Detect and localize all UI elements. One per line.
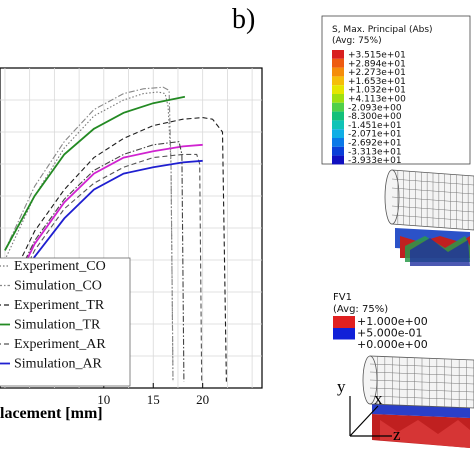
triad-z-label: z bbox=[393, 425, 401, 444]
contour-color-band bbox=[332, 85, 344, 94]
contour-band-label: +0.000e+00 bbox=[357, 338, 428, 351]
contour-color-band bbox=[332, 146, 344, 156]
contour-band-label: +1.653e+01 bbox=[348, 77, 406, 87]
chart-panel: 10 15 20 lacement [mm] Experiment_CO Simula… bbox=[0, 67, 263, 422]
series-line-simulation-co bbox=[4, 86, 174, 382]
contour-color-band bbox=[333, 316, 355, 328]
mesh-line bbox=[369, 395, 474, 401]
contour-band-label: +1.000e+00 bbox=[357, 315, 428, 328]
legend: Experiment_CO Simulation_CO Experiment_TR S… bbox=[0, 257, 131, 387]
contour-color-band bbox=[332, 129, 344, 138]
contour-band-label: +3.515e+01 bbox=[348, 51, 406, 61]
x-tick-labels: 10 15 20 bbox=[97, 383, 209, 407]
series-line-unlabeled-7 bbox=[4, 140, 185, 382]
legend-frame bbox=[0, 257, 131, 387]
x-axis-label: lacement [mm] bbox=[0, 405, 103, 422]
contour-color-band bbox=[332, 111, 344, 121]
contour-band-label: -3.313e+01 bbox=[348, 147, 402, 157]
fe-tube-lower bbox=[362, 355, 474, 409]
contour-color-band bbox=[332, 138, 344, 147]
contour-band-label: +5.000e-01 bbox=[357, 327, 422, 340]
mesh-line bbox=[369, 371, 474, 377]
fe-bracket-upper bbox=[395, 228, 470, 266]
legend-label: Simulation_AR bbox=[14, 357, 103, 372]
triad-y-label: y bbox=[337, 377, 346, 396]
mesh-line bbox=[391, 214, 474, 222]
contour-color-band bbox=[333, 328, 355, 340]
fe-model-lower: y x z bbox=[337, 355, 474, 448]
series-line-unlabeled-6 bbox=[4, 143, 203, 306]
contour-band-label: -8.300e+00 bbox=[348, 112, 402, 122]
contour-band-label: -2.093e+00 bbox=[348, 103, 402, 113]
legend-label: Simulation_CO bbox=[14, 279, 102, 294]
contour-band-label: -1.451e+01 bbox=[348, 121, 402, 131]
contour-band-label: -3.933e+01 bbox=[348, 156, 402, 166]
contour-legend-stress-title: S, Max. Principal (Abs) bbox=[332, 25, 433, 35]
contour-legend-stress-avg: (Avg: 75%) bbox=[332, 36, 382, 46]
contour-band-label: +2.273e+01 bbox=[348, 68, 406, 78]
series-layer bbox=[4, 86, 227, 382]
legend-label: Simulation_TR bbox=[14, 318, 101, 333]
contour-color-band bbox=[332, 94, 344, 103]
x-tick-label: 20 bbox=[196, 392, 209, 407]
contour-color-band bbox=[332, 67, 344, 77]
contour-band-label: +4.113e+00 bbox=[348, 95, 406, 105]
contour-color-band bbox=[332, 76, 344, 86]
legend-label: Experiment_TR bbox=[14, 298, 105, 313]
triad-x-label: x bbox=[374, 389, 383, 408]
contour-legend-stress: S, Max. Principal (Abs) (Avg: 75%) +3.51… bbox=[321, 15, 471, 166]
contour-band-label: +1.032e+01 bbox=[348, 86, 406, 96]
contour-legend-fv1-avg: (Avg: 75%) bbox=[333, 304, 388, 315]
mesh-line bbox=[391, 178, 474, 186]
panel-label: b) bbox=[232, 4, 255, 35]
legend-label: Experiment_CO bbox=[14, 259, 106, 274]
contour-color-band bbox=[332, 155, 344, 165]
contour-legend-stress-scale: +3.515e+01+2.894e+01+2.273e+01+1.653e+01… bbox=[332, 50, 406, 166]
contour-color-band bbox=[332, 58, 344, 68]
x-tick-label: 10 bbox=[97, 392, 110, 407]
contour-legend-stress-frame bbox=[321, 15, 471, 165]
contour-band-label: +2.894e+01 bbox=[348, 59, 406, 69]
contour-legend-fv1-title: FV1 bbox=[333, 292, 352, 303]
fe-tube-upper bbox=[384, 169, 474, 231]
legend-label: Experiment_AR bbox=[14, 337, 106, 352]
x-tick-label: 15 bbox=[147, 392, 160, 407]
coordinate-triad bbox=[349, 396, 392, 437]
series-line-experiment-co bbox=[4, 91, 174, 382]
contour-color-band bbox=[332, 50, 344, 59]
fe-bracket-lower bbox=[372, 404, 470, 448]
grid bbox=[0, 68, 262, 388]
mesh-line bbox=[369, 363, 474, 369]
series-line-simulation-tr bbox=[4, 95, 186, 251]
mesh-line bbox=[391, 205, 474, 213]
contour-legend-fv1-scale: +1.000e+00+5.000e-01+0.000e+00 bbox=[333, 315, 428, 351]
contour-legend-fv1: FV1 (Avg: 75%) +1.000e+00+5.000e-01+0.00… bbox=[333, 292, 428, 351]
contour-color-band bbox=[332, 120, 344, 130]
contour-color-band bbox=[332, 102, 344, 112]
mesh-line bbox=[391, 187, 474, 195]
triad-x-axis bbox=[349, 405, 379, 437]
mesh-line bbox=[369, 379, 474, 385]
series-line-simulation-ar bbox=[4, 159, 203, 309]
mesh-line bbox=[369, 387, 474, 393]
contour-band-label: -2.071e+01 bbox=[348, 130, 402, 140]
contour-band-label: -2.692e+01 bbox=[348, 139, 402, 149]
mesh-line bbox=[391, 196, 474, 204]
fe-model-upper bbox=[384, 169, 474, 266]
